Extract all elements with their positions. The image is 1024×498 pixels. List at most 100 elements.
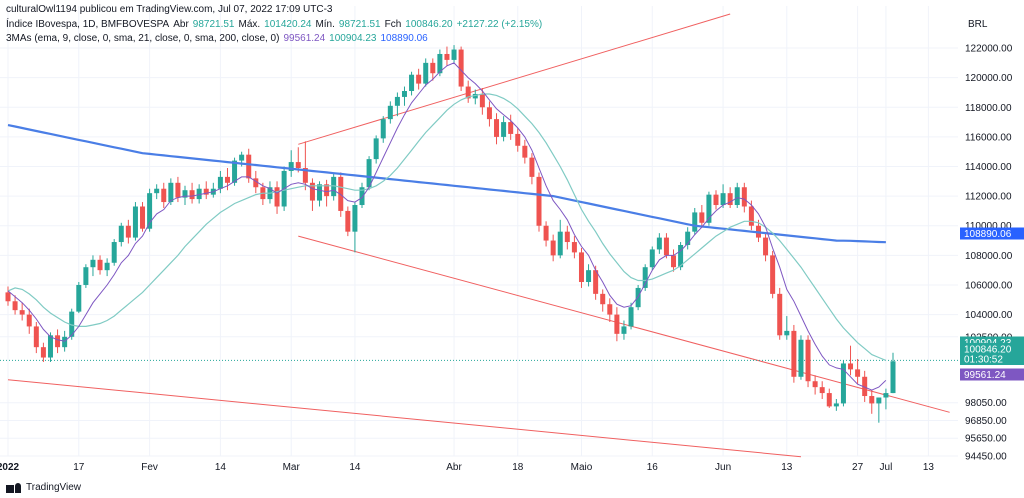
- candle-body: [62, 336, 68, 348]
- candle-body: [819, 387, 825, 394]
- candle-body: [338, 176, 344, 211]
- candle-body: [536, 176, 542, 226]
- author-line: culturalOwl1194 publicou em TradingView.…: [6, 4, 333, 15]
- candle-body: [246, 154, 252, 179]
- candle-body: [217, 176, 223, 189]
- price-axis[interactable]: 122000.00 120000.00 118000.00 116000.00 1140…: [965, 44, 1013, 463]
- candle-body: [140, 206, 146, 229]
- y-tick-label: 118000.00: [965, 103, 1012, 114]
- x-tick-label: Abr: [446, 462, 462, 473]
- candle-body: [154, 188, 160, 194]
- y-tick-label: 110000.00: [965, 221, 1012, 232]
- candle-body: [649, 249, 655, 268]
- y-tick-label: 122000.00: [965, 44, 1013, 55]
- candles: [5, 45, 896, 423]
- ma-legend[interactable]: 3MAs (ema, 9, close, 0, sma, 21, close, …: [6, 33, 432, 44]
- candle-body: [848, 363, 854, 370]
- y-tick-label: 112000.00: [965, 192, 1012, 203]
- trend-line: [7, 379, 802, 458]
- candle-body: [486, 107, 492, 120]
- candle-body: [380, 119, 386, 139]
- y-tick-label: 98050.00: [965, 398, 1007, 409]
- candle-body: [515, 133, 521, 146]
- candle-body: [55, 335, 61, 348]
- candle-body: [479, 93, 485, 108]
- candle-body: [394, 96, 400, 106]
- candle-body: [324, 184, 330, 197]
- candle-body: [317, 184, 323, 201]
- candle-body: [104, 262, 110, 271]
- x-tick-label: Mar: [283, 462, 301, 473]
- candle-body: [571, 242, 577, 253]
- x-tick-label: 13: [923, 462, 935, 473]
- moving-averages: [7, 62, 887, 391]
- candle-body: [826, 393, 832, 407]
- symbol-name[interactable]: Índice IBovespa, 1D, BMFBOVESPA: [6, 19, 170, 30]
- candle-body: [111, 242, 117, 263]
- candle-body: [182, 190, 188, 198]
- candle-body: [309, 182, 315, 201]
- x-tick-label: Maio: [571, 462, 593, 473]
- candle-body: [642, 267, 648, 288]
- y-tick-label: 96850.00: [965, 416, 1007, 427]
- candle-body: [685, 231, 691, 245]
- x-tick-label: 13: [781, 462, 793, 473]
- candle-body: [189, 190, 195, 200]
- candle-body: [628, 307, 634, 327]
- x-tick-label: 16: [647, 462, 659, 473]
- publisher-line: culturalOwl1194 publicou em TradingView.…: [6, 4, 336, 15]
- price-badge-price: [960, 343, 1024, 365]
- y-tick-label: 120000.00: [965, 73, 1013, 84]
- candle-body: [12, 301, 18, 311]
- candle-body: [33, 326, 39, 348]
- symbol-line: Índice IBovespa, 1D, BMFBOVESPA Abr 98721.…: [6, 19, 546, 30]
- candle-body: [494, 119, 500, 137]
- candle-body: [763, 237, 769, 256]
- time-axis[interactable]: 2022 17 Fev 14 Mar 14 Abr 18 Maio 16 Jun 13 27 Jul 13: [0, 462, 934, 473]
- candle-body: [656, 237, 662, 250]
- tradingview-footer[interactable]: TradingView: [6, 482, 81, 493]
- candle-body: [862, 376, 868, 397]
- candle-body: [798, 339, 804, 377]
- ma9-value: 99561.24: [283, 33, 326, 44]
- ma9-line: [7, 62, 887, 391]
- candle-body: [97, 259, 103, 271]
- candle-body: [692, 212, 698, 232]
- open-value: 98721.51: [192, 19, 235, 30]
- candle-body: [203, 188, 209, 195]
- candle-body: [812, 381, 818, 388]
- candle-body: [175, 182, 181, 198]
- candle-body: [416, 74, 422, 84]
- candle-body: [748, 206, 754, 226]
- candle-body: [118, 225, 124, 243]
- candle-body: [232, 160, 238, 183]
- high-value: 101420.24: [264, 19, 312, 30]
- low-label: Mín.: [315, 19, 335, 30]
- candle-body: [713, 194, 719, 206]
- candle-body: [366, 159, 372, 188]
- candle-body: [501, 122, 507, 137]
- ma200-line: [7, 124, 886, 244]
- candle-body: [869, 396, 875, 404]
- candle-body: [741, 187, 747, 207]
- candle-body: [331, 176, 337, 197]
- candle-body: [529, 157, 535, 177]
- candle-body: [47, 335, 53, 358]
- candle-body: [437, 53, 443, 74]
- candle-body: [727, 193, 733, 206]
- candle-body: [578, 252, 584, 283]
- change-value: +2127.22 (+2.15%): [456, 19, 543, 30]
- candle-body: [373, 138, 379, 160]
- candle-body: [423, 62, 429, 84]
- candle-body: [550, 240, 556, 256]
- open-label: Abr: [173, 19, 189, 30]
- grid: [0, 6, 958, 457]
- candle-body: [168, 182, 174, 203]
- candle-body: [883, 393, 889, 398]
- ma21-value: 100904.23: [329, 33, 377, 44]
- trend-line: [298, 13, 731, 145]
- candle-body: [465, 86, 471, 99]
- x-tick-label: 27: [852, 462, 864, 473]
- candle-body: [430, 62, 436, 74]
